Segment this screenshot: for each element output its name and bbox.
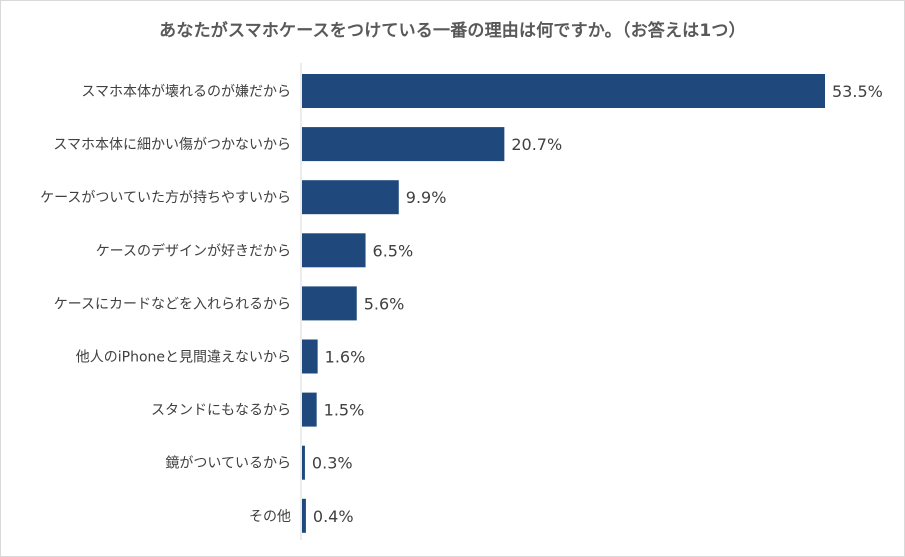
- value-label: 6.5%: [373, 241, 414, 260]
- bar: [302, 233, 366, 268]
- category-label: ケースのデザインが好きだから: [96, 242, 291, 259]
- bar: [302, 339, 318, 374]
- category-label: ケースがついていた方が持ちやすいから: [40, 190, 291, 206]
- category-label: ケースにカードなどを入れられるから: [54, 296, 291, 312]
- bar: [302, 127, 505, 162]
- value-label: 0.3%: [312, 454, 353, 473]
- bar: [302, 74, 825, 108]
- value-label: 20.7%: [511, 135, 562, 154]
- value-label: 1.6%: [325, 348, 366, 367]
- bar: [302, 445, 305, 480]
- value-label: 5.6%: [364, 294, 405, 313]
- value-label: 0.4%: [313, 507, 354, 526]
- value-label: 9.9%: [406, 188, 447, 207]
- value-label: 1.5%: [324, 401, 365, 420]
- category-label: スタンドにもなるから: [151, 403, 291, 419]
- category-label: スマホ本体に細かい傷がつかないから: [53, 137, 291, 153]
- value-label: 53.5%: [832, 82, 883, 101]
- category-label: スマホ本体が壊れるのが嫌だから: [81, 84, 291, 100]
- category-label: その他: [249, 509, 291, 525]
- bar: [302, 498, 306, 533]
- category-label: 他人のiPhoneと見間違えないから: [76, 350, 291, 366]
- bar: [302, 286, 357, 321]
- category-label: 鏡がついているから: [165, 456, 291, 472]
- bar: [302, 180, 399, 215]
- chart-title: あなたがスマホケースをつけている一番の理由は何ですか。（お答えは1つ）: [159, 21, 746, 41]
- bar: [302, 392, 317, 427]
